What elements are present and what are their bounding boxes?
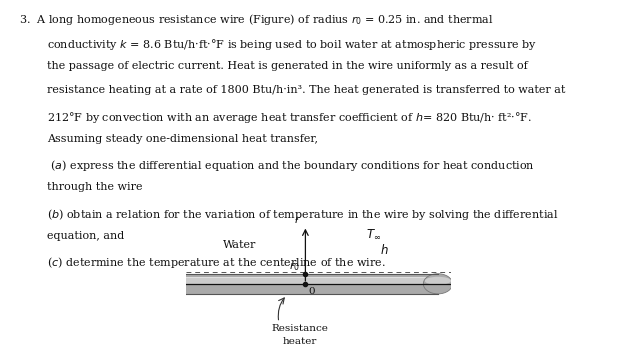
Text: ($c$) determine the temperature at the centerline of the wire.: ($c$) determine the temperature at the c… <box>47 255 386 270</box>
Text: ($b$) obtain a relation for the variation of temperature in the wire by solving : ($b$) obtain a relation for the variatio… <box>47 207 558 222</box>
Text: $h$: $h$ <box>380 243 388 257</box>
Text: Water: Water <box>223 240 256 250</box>
Text: Assuming steady one-dimensional heat transfer,: Assuming steady one-dimensional heat tra… <box>47 134 318 144</box>
Text: ($a$) express the differential equation and the boundary conditions for heat con: ($a$) express the differential equation … <box>47 158 535 173</box>
Text: $T_\infty$: $T_\infty$ <box>367 228 382 241</box>
Text: equation, and: equation, and <box>47 231 124 241</box>
Text: heater: heater <box>283 337 317 346</box>
Text: Resistance: Resistance <box>272 323 329 332</box>
Ellipse shape <box>425 277 451 285</box>
Ellipse shape <box>423 274 452 294</box>
Bar <box>186 278 438 284</box>
Text: the passage of electric current. Heat is generated in the wire uniformly as a re: the passage of electric current. Heat is… <box>47 61 528 71</box>
Text: 0: 0 <box>308 287 315 296</box>
Text: 3.  A long homogeneous resistance wire (Figure) of radius $r_0$ = 0.25 in. and t: 3. A long homogeneous resistance wire (F… <box>19 12 493 27</box>
Text: $r$: $r$ <box>294 214 302 225</box>
Text: through the wire: through the wire <box>47 182 143 192</box>
Bar <box>186 277 438 278</box>
Bar <box>186 274 438 294</box>
Text: resistance heating at a rate of 1800 Btu/h·in³. The heat generated is transferre: resistance heating at a rate of 1800 Btu… <box>47 85 566 95</box>
Text: 212°F by convection with an average heat transfer coefficient of $h$= 820 Btu/h·: 212°F by convection with an average heat… <box>47 110 533 125</box>
Text: conductivity $k$ = 8.6 Btu/h·ft·°F is being used to boil water at atmospheric pr: conductivity $k$ = 8.6 Btu/h·ft·°F is be… <box>47 37 537 52</box>
Text: $r_0$: $r_0$ <box>289 260 300 273</box>
